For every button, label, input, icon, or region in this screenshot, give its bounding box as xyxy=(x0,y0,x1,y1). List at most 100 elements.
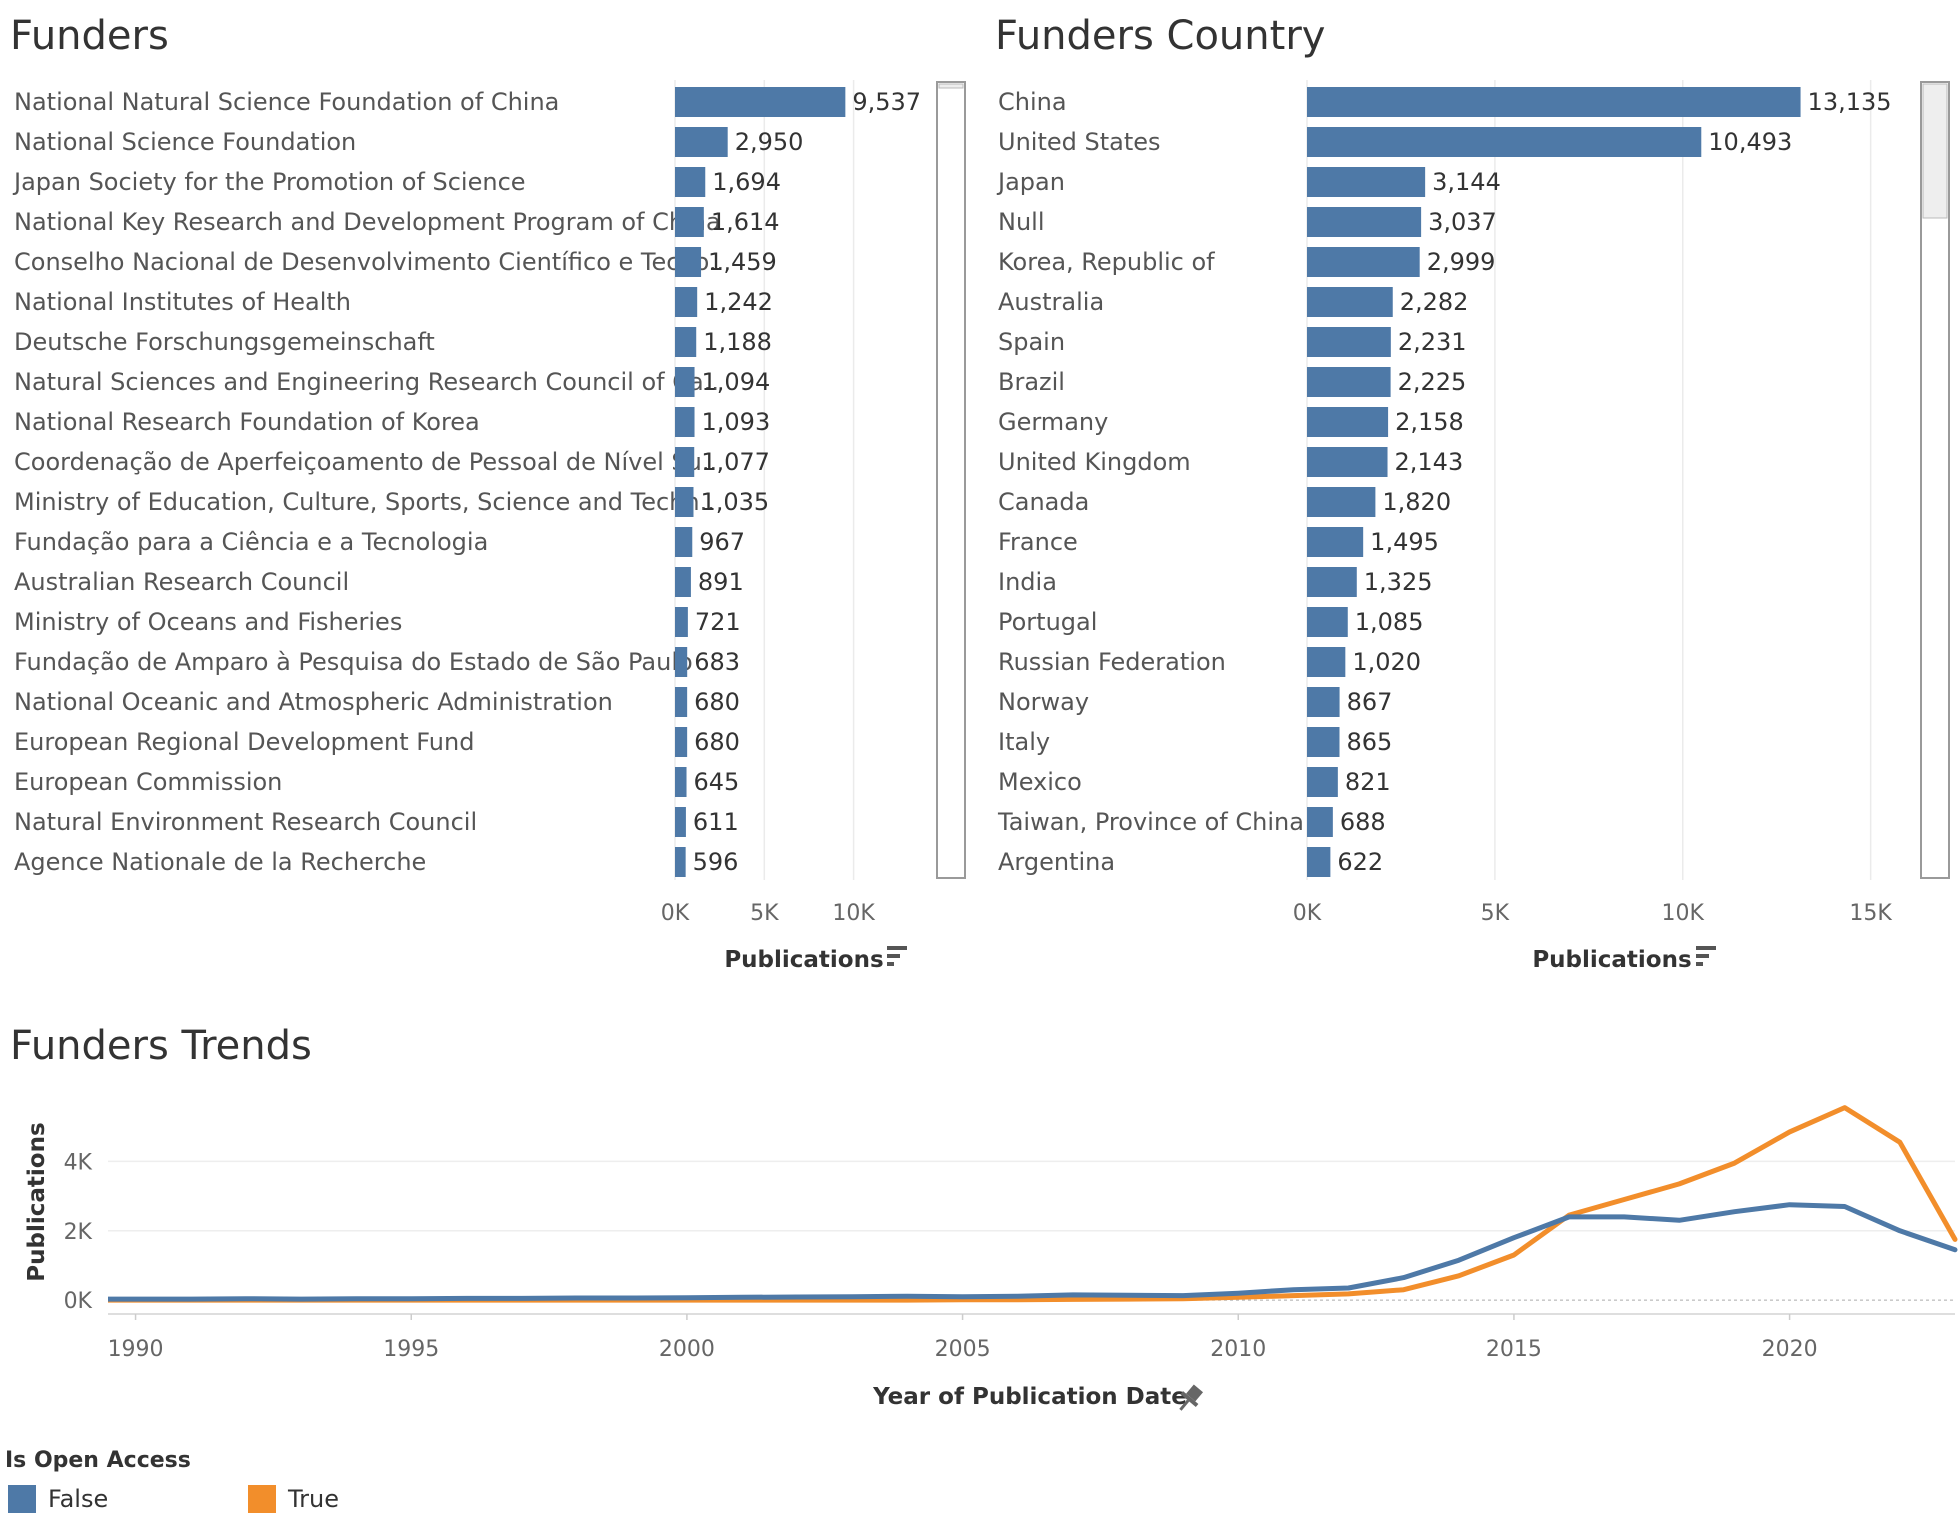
funders-bar[interactable] xyxy=(675,727,688,757)
funders-bar[interactable] xyxy=(675,167,706,197)
funders-category-label[interactable]: European Regional Development Fund xyxy=(14,728,474,756)
countries-bar[interactable] xyxy=(1307,487,1376,517)
countries-category-label[interactable]: Portugal xyxy=(998,608,1097,636)
funders-bar[interactable] xyxy=(675,647,688,677)
funders-category-label[interactable]: Fundação para a Ciência e a Tecnologia xyxy=(14,528,488,556)
countries-category-label[interactable]: Spain xyxy=(998,328,1065,356)
countries-category-label[interactable]: United Kingdom xyxy=(998,448,1191,476)
funders-bar[interactable] xyxy=(675,127,728,157)
funders-scrollbar[interactable] xyxy=(936,81,966,879)
funders-category-label[interactable]: National Natural Science Foundation of C… xyxy=(14,88,559,116)
legend-item-false[interactable]: False xyxy=(8,1484,108,1514)
funders-bar[interactable] xyxy=(675,807,686,837)
countries-bar[interactable] xyxy=(1307,567,1357,597)
countries-bar[interactable] xyxy=(1307,727,1340,757)
countries-bar[interactable] xyxy=(1307,687,1340,717)
funders-bar[interactable] xyxy=(675,767,687,797)
countries-category-label[interactable]: Australia xyxy=(998,288,1104,316)
trend-line-true[interactable] xyxy=(80,1105,1958,1303)
funders-category-label[interactable]: Coordenação de Aperfeiçoamento de Pessoa… xyxy=(14,448,717,476)
open-access-legend: Is Open Access False True xyxy=(0,1448,600,1528)
countries-bar[interactable] xyxy=(1307,87,1801,117)
countries-category-label[interactable]: Russian Federation xyxy=(998,648,1226,676)
countries-bar[interactable] xyxy=(1307,407,1389,437)
countries-bar[interactable] xyxy=(1307,447,1388,477)
funders-scrollbar-thumb[interactable] xyxy=(938,83,964,89)
countries-bar[interactable] xyxy=(1307,327,1391,357)
funders-bar[interactable] xyxy=(675,87,846,117)
funders-bar[interactable] xyxy=(675,607,688,637)
trend-line-false[interactable] xyxy=(80,1202,1958,1302)
funders-bar[interactable] xyxy=(675,487,694,517)
funders-category-label[interactable]: National Oceanic and Atmospheric Adminis… xyxy=(14,688,613,716)
countries-category-label[interactable]: Japan xyxy=(996,168,1065,196)
trends-y-axis-title[interactable]: Publications xyxy=(24,1122,50,1281)
funders-category-label[interactable]: Natural Environment Research Council xyxy=(14,808,477,836)
funders-category-label[interactable]: National Key Research and Development Pr… xyxy=(14,208,721,236)
funders-bar[interactable] xyxy=(675,207,704,237)
funders-category-label[interactable]: National Research Foundation of Korea xyxy=(14,408,480,436)
funders-category-label[interactable]: National Institutes of Health xyxy=(14,288,351,316)
countries-category-label[interactable]: France xyxy=(998,528,1078,556)
funders-value-label: 1,188 xyxy=(703,328,772,356)
countries-bar[interactable] xyxy=(1307,287,1393,317)
funders-bar[interactable] xyxy=(675,407,695,437)
funders-bar[interactable] xyxy=(675,687,688,717)
funders-bar[interactable] xyxy=(675,567,691,597)
countries-bar[interactable] xyxy=(1307,167,1426,197)
pin-icon[interactable] xyxy=(1173,1382,1206,1416)
trends-x-axis-title[interactable]: Year of Publication Date xyxy=(872,1384,1187,1410)
countries-category-label[interactable]: Germany xyxy=(998,408,1108,436)
countries-bar[interactable] xyxy=(1307,607,1348,637)
countries-category-label[interactable]: Mexico xyxy=(998,768,1082,796)
countries-category-label[interactable]: Italy xyxy=(998,728,1050,756)
funders-category-label[interactable]: Ministry of Education, Culture, Sports, … xyxy=(14,488,715,516)
countries-value-label: 2,231 xyxy=(1398,328,1467,356)
countries-category-label[interactable]: Norway xyxy=(998,688,1089,716)
funders-bar[interactable] xyxy=(675,847,686,877)
funders-category-label[interactable]: Australian Research Council xyxy=(14,568,349,596)
funders-bar[interactable] xyxy=(675,527,693,557)
countries-category-label[interactable]: Taiwan, Province of China xyxy=(997,808,1304,836)
funders-bar[interactable] xyxy=(675,367,695,397)
funders-bar[interactable] xyxy=(675,287,698,317)
legend-item-true[interactable]: True xyxy=(248,1484,339,1514)
countries-category-label[interactable]: Argentina xyxy=(998,848,1115,876)
countries-sort-descending-icon[interactable] xyxy=(1696,946,1716,966)
funders-bar[interactable] xyxy=(675,447,695,477)
funders-bar[interactable] xyxy=(675,327,697,357)
countries-bar[interactable] xyxy=(1307,647,1346,677)
countries-scrollbar-thumb[interactable] xyxy=(1922,83,1948,219)
funders-value-label: 1,614 xyxy=(711,208,780,236)
funders-category-label[interactable]: Deutsche Forschungsgemeinschaft xyxy=(14,328,435,356)
funders-category-label[interactable]: Ministry of Oceans and Fisheries xyxy=(14,608,402,636)
funders-category-label[interactable]: National Science Foundation xyxy=(14,128,356,156)
funders-category-label[interactable]: Natural Sciences and Engineering Researc… xyxy=(14,368,719,396)
countries-bar[interactable] xyxy=(1307,207,1422,237)
countries-bar[interactable] xyxy=(1307,247,1420,277)
funders-x-axis-title[interactable]: Publications xyxy=(724,947,883,973)
trends-x-tick-label: 2010 xyxy=(1210,1337,1266,1362)
funders-sort-descending-icon[interactable] xyxy=(887,946,907,966)
countries-bar[interactable] xyxy=(1307,527,1364,557)
countries-category-label[interactable]: China xyxy=(998,88,1067,116)
funders-bar[interactable] xyxy=(675,247,702,277)
funders-category-label[interactable]: European Commission xyxy=(14,768,282,796)
countries-category-label[interactable]: Null xyxy=(998,208,1045,236)
countries-category-label[interactable]: United States xyxy=(998,128,1161,156)
countries-bar[interactable] xyxy=(1307,767,1338,797)
funders-category-label[interactable]: Conselho Nacional de Desenvolvimento Cie… xyxy=(14,248,724,276)
countries-bar[interactable] xyxy=(1307,127,1702,157)
countries-x-axis-title[interactable]: Publications xyxy=(1532,947,1691,973)
countries-bar[interactable] xyxy=(1307,807,1333,837)
countries-category-label[interactable]: Canada xyxy=(998,488,1089,516)
countries-category-label[interactable]: Korea, Republic of xyxy=(998,248,1215,276)
countries-bar[interactable] xyxy=(1307,367,1391,397)
legend-label-false: False xyxy=(48,1485,109,1513)
funders-category-label[interactable]: Fundação de Amparo à Pesquisa do Estado … xyxy=(14,648,693,676)
funders-category-label[interactable]: Japan Society for the Promotion of Scien… xyxy=(12,168,526,196)
countries-bar[interactable] xyxy=(1307,847,1331,877)
countries-category-label[interactable]: India xyxy=(998,568,1057,596)
countries-category-label[interactable]: Brazil xyxy=(998,368,1065,396)
funders-category-label[interactable]: Agence Nationale de la Recherche xyxy=(14,848,426,876)
